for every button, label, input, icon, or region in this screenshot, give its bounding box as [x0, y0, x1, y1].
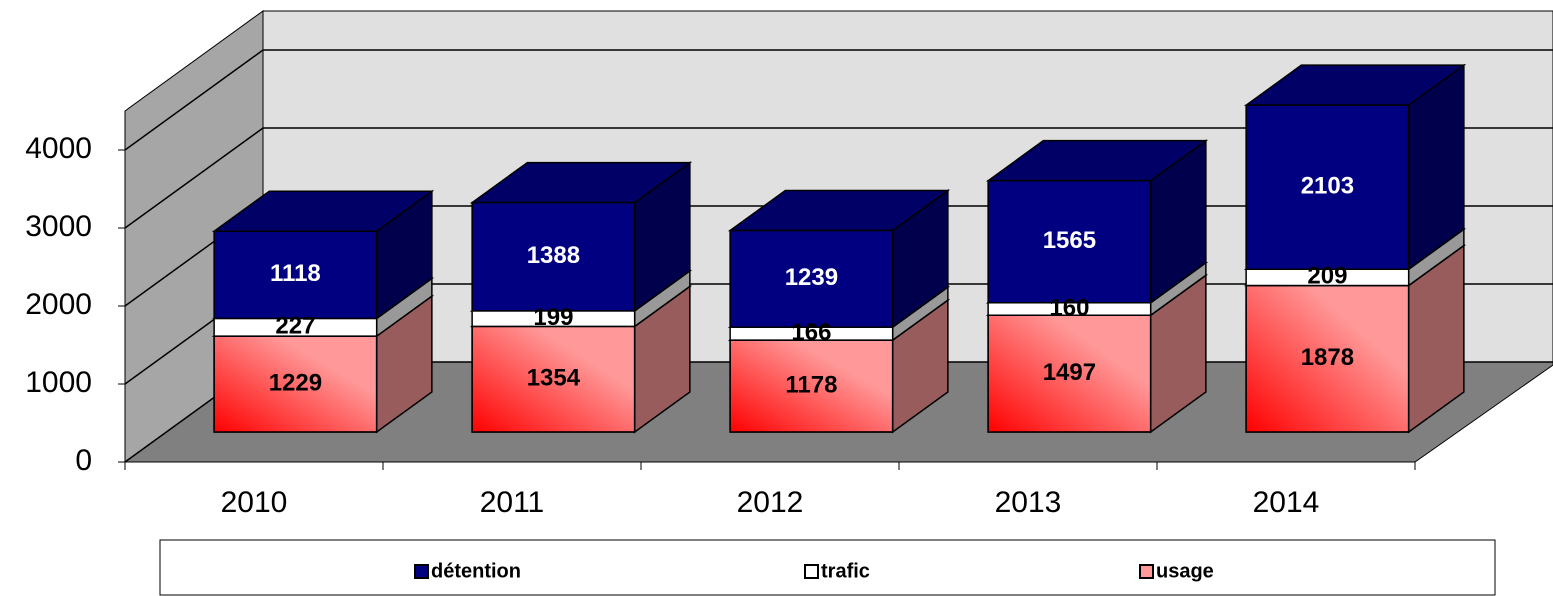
data-label: 1239	[785, 264, 838, 291]
y-tick-label: 1000	[25, 366, 92, 399]
data-label: 227	[275, 313, 315, 340]
bar-segment	[469, 161, 693, 313]
plot: 1229 227 1118 1354 199 1388 1178 166 1239 1497 160…	[211, 63, 1467, 434]
grid-line	[124, 49, 1553, 151]
legend-swatch	[414, 564, 429, 579]
bar	[1245, 104, 1410, 270]
legend-label: trafic	[821, 560, 870, 582]
data-label: 1388	[527, 242, 580, 269]
data-label: 1497	[1043, 359, 1096, 386]
data-label: 1354	[527, 365, 581, 392]
x-tick-label: 2010	[221, 486, 288, 519]
bar	[471, 201, 636, 312]
data-label: 209	[1307, 263, 1347, 290]
y-tick-label: 0	[75, 444, 92, 477]
x-tick-label: 2013	[995, 486, 1062, 519]
x-tick-label: 2014	[1253, 486, 1320, 519]
legend-swatch	[804, 564, 819, 579]
data-label: 199	[533, 304, 573, 331]
y-tick-label: 4000	[25, 132, 92, 165]
bar-segment	[211, 189, 435, 320]
data-label: 160	[1049, 294, 1089, 321]
bar-shading	[987, 314, 1152, 433]
bar-shading	[471, 325, 636, 433]
data-label: 1565	[1043, 227, 1096, 254]
legend-swatch	[1139, 564, 1154, 579]
x-tick-label: 2011	[480, 486, 545, 519]
legend-label: détention	[431, 560, 521, 582]
grid-line	[124, 127, 1553, 229]
bar-shading	[213, 335, 378, 433]
data-label: 1178	[785, 371, 837, 398]
bar-shading	[729, 339, 894, 433]
bar-shading	[1245, 284, 1410, 433]
x-tick-label: 2012	[737, 486, 804, 519]
bar-segment	[727, 189, 951, 329]
bar	[729, 229, 894, 328]
data-label: 166	[791, 319, 831, 346]
data-label: 1118	[270, 260, 321, 287]
legend-label: usage	[1156, 560, 1214, 582]
bar	[213, 230, 378, 320]
bar-segment	[985, 139, 1209, 305]
legend-box	[159, 539, 1496, 596]
y-tick-label: 3000	[25, 210, 92, 243]
bar-segment	[1243, 63, 1467, 271]
data-label: 2103	[1301, 173, 1354, 200]
data-label: 1229	[269, 369, 322, 396]
data-label: 1878	[1301, 344, 1354, 371]
bar	[987, 179, 1152, 304]
y-tick-label: 2000	[25, 288, 92, 321]
